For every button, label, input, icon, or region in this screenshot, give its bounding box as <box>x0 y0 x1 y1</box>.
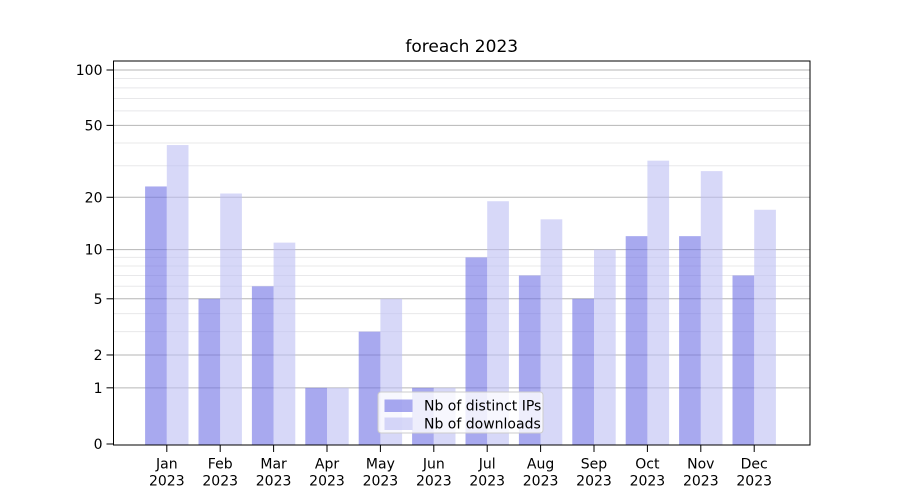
x-tick-label-year: 2023 <box>736 474 772 490</box>
chart-title: foreach 2023 <box>405 37 518 57</box>
y-tick-label: 100 <box>76 63 103 79</box>
x-tick-label-month: Nov <box>687 457 714 473</box>
bar-distinct-ips <box>358 331 381 445</box>
bar-downloads <box>700 171 723 445</box>
bar-downloads <box>540 219 563 445</box>
bar-downloads <box>166 145 189 445</box>
bar-distinct-ips <box>198 298 221 445</box>
legend-swatch-distinct-ips <box>384 399 413 412</box>
x-tick-label-month: Jun <box>422 457 445 473</box>
x-tick-label-month: Dec <box>741 457 768 473</box>
x-tick-label-month: Mar <box>260 457 287 473</box>
x-tick-label-month: Aug <box>527 457 554 473</box>
bar-distinct-ips <box>145 186 167 445</box>
bar-distinct-ips <box>625 236 648 445</box>
x-tick-label-year: 2023 <box>149 474 185 490</box>
x-tick-label-year: 2023 <box>363 474 399 490</box>
y-tick-label: 2 <box>94 348 103 364</box>
legend-label-downloads: Nb of downloads <box>424 417 541 433</box>
y-tick-label: 5 <box>94 292 103 308</box>
legend-swatch-downloads <box>384 417 413 430</box>
y-tick-label: 10 <box>85 243 103 259</box>
plot-border <box>113 60 811 446</box>
bar-distinct-ips <box>572 298 594 445</box>
bar-downloads <box>754 209 776 445</box>
y-tick-label: 1 <box>94 381 103 397</box>
legend-label-distinct-ips: Nb of distinct IPs <box>424 399 541 415</box>
x-tick-label-year: 2023 <box>576 474 612 490</box>
bar-distinct-ips <box>679 236 701 445</box>
x-tick-label-year: 2023 <box>469 474 505 490</box>
bar-downloads <box>594 249 616 445</box>
bar-downloads <box>647 160 670 445</box>
y-tick-label: 20 <box>85 190 103 206</box>
legend-box <box>377 391 544 434</box>
y-tick-label: 0 <box>94 437 103 453</box>
x-tick-label-month: Sep <box>581 457 608 473</box>
x-tick-label-month: Feb <box>208 457 233 473</box>
x-tick-label-month: May <box>366 457 395 473</box>
x-tick-label-month: Jul <box>478 457 496 473</box>
x-tick-label-year: 2023 <box>256 474 292 490</box>
x-tick-label-month: Oct <box>635 457 660 473</box>
bar-distinct-ips <box>305 387 327 445</box>
bar-downloads <box>220 193 242 445</box>
x-tick-label-year: 2023 <box>202 474 238 490</box>
x-tick-label-year: 2023 <box>683 474 719 490</box>
x-tick-label-month: Apr <box>315 457 339 473</box>
x-tick-label-year: 2023 <box>416 474 452 490</box>
bar-downloads <box>487 201 509 445</box>
x-tick-label-month: Jan <box>155 457 178 473</box>
y-tick-label: 50 <box>85 118 103 134</box>
bar-distinct-ips <box>732 275 755 445</box>
x-tick-label-year: 2023 <box>309 474 345 490</box>
bar-distinct-ips <box>251 286 274 445</box>
x-tick-label-year: 2023 <box>523 474 559 490</box>
bar-downloads <box>273 242 296 445</box>
x-tick-label-year: 2023 <box>630 474 666 490</box>
bar-downloads <box>327 387 349 445</box>
